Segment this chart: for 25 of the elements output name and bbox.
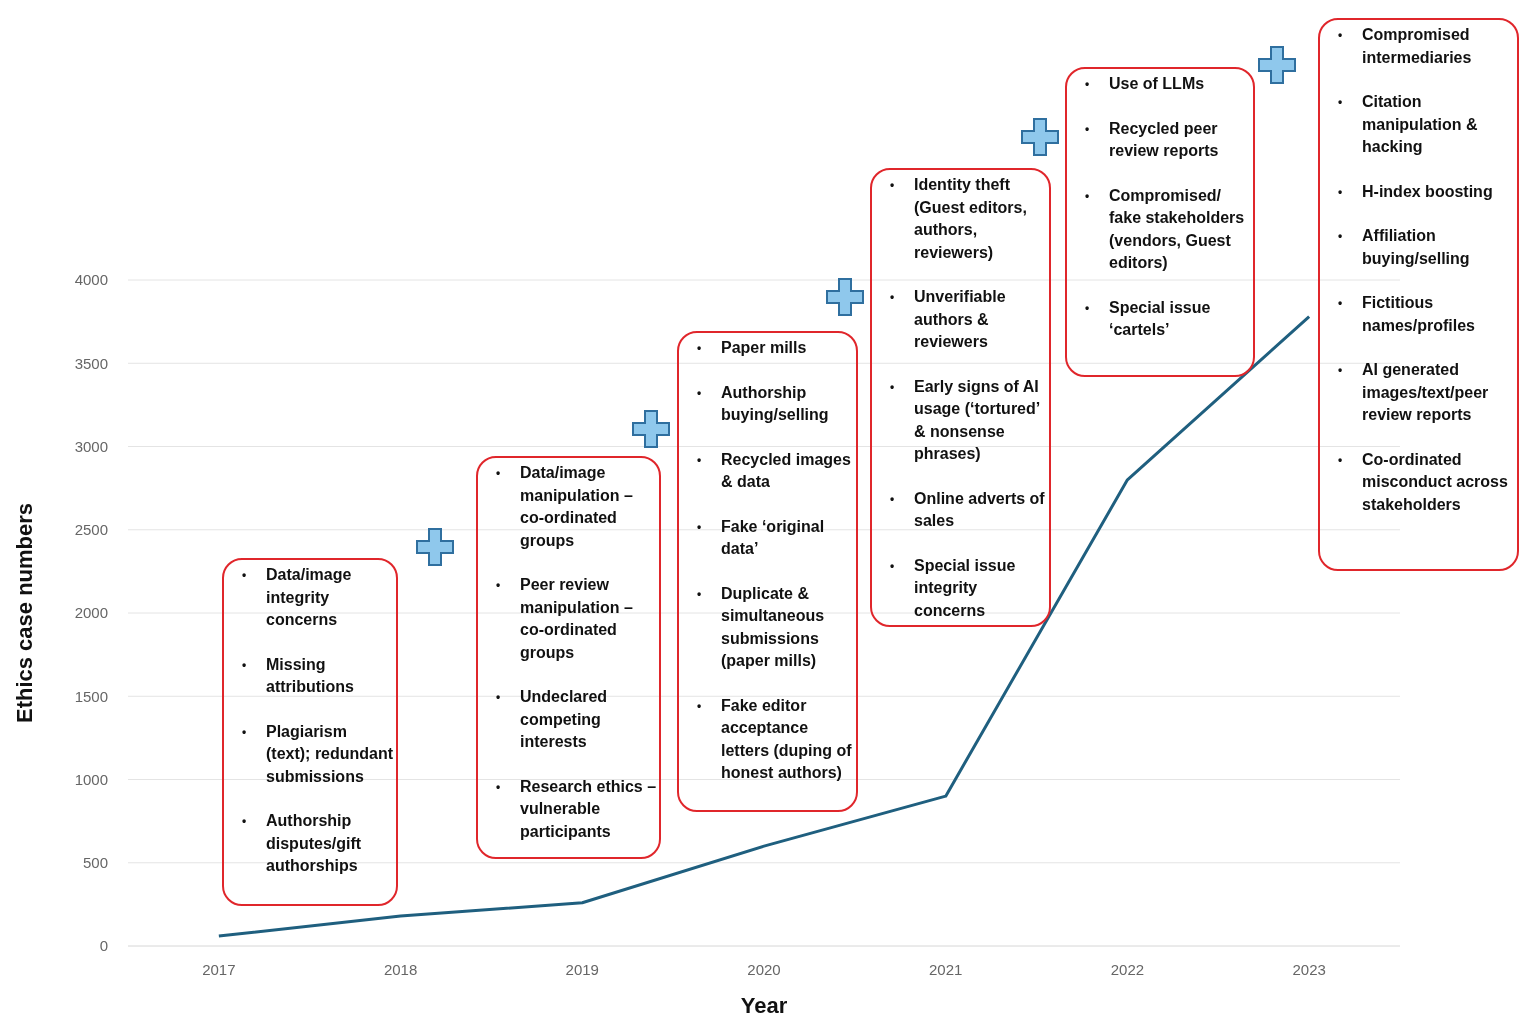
text: • Data/image integrity concerns • Missing attributions • Plagiarism (text); redundant submissions • Authorship disputes/gift authorships <box>241 566 394 874</box>
x-tick-label: 2021 <box>929 960 963 978</box>
y-tick-label: 2000 <box>74 604 108 622</box>
text: • Identity theft (Guest editors, authors, reviewers) • Unverifiable authors & reviewers • Early signs of AI usage (‘tortured’ & nonsense phrases) • Online adverts of sales • Special issue integrity concerns <box>889 176 1045 619</box>
text: • Compromised intermediaries • Citation manipulation & hacking • H-index boosting • Affiliation buying/selling • Fictitious names/profiles • AI generated images/text/peer review reports • Co-ordinated misconduct across stakeholders <box>1337 26 1508 513</box>
y-tick-label: 3000 <box>74 437 108 455</box>
y-tick-label: 500 <box>82 854 108 872</box>
x-tick-label: 2017 <box>202 960 236 978</box>
x-tick-label: 2022 <box>1110 960 1145 978</box>
y-axis-title: Ethics case numbers <box>11 502 37 724</box>
text: • Paper mills • Authorship buying/selling • Recycled images & data • Fake ‘original data’ • Duplicate & simultaneous submissions (paper mills) • Fake editor acceptance letters (duping of honest authors) <box>696 339 852 781</box>
text: • Use of LLMs • Recycled peer review reports • Compromised/ fake stakeholders (vendors, Guest editors) • Special issue ‘cartels’ <box>1084 75 1245 338</box>
x-tick-label: 2020 <box>747 960 781 978</box>
x-axis-title: Year <box>740 993 788 1017</box>
y-tick-label: 4000 <box>74 271 108 289</box>
y-tick-label: 3500 <box>74 354 108 372</box>
line-series <box>217 315 1311 938</box>
y-tick-label: 0 <box>99 937 108 955</box>
x-tick-label: 2023 <box>1292 960 1326 978</box>
x-tick-label: 2018 <box>383 960 418 978</box>
y-tick-label: 2500 <box>74 521 108 539</box>
y-tick-label: 1000 <box>74 770 108 788</box>
y-tick-label: 1500 <box>74 687 108 705</box>
x-tick-label: 2019 <box>565 960 599 978</box>
text: • Data/image manipulation – co-ordinated groups • Peer review manipulation – co-ordinated groups • Undeclared competing interests • Research ethics – vulnerable participants <box>495 464 657 840</box>
